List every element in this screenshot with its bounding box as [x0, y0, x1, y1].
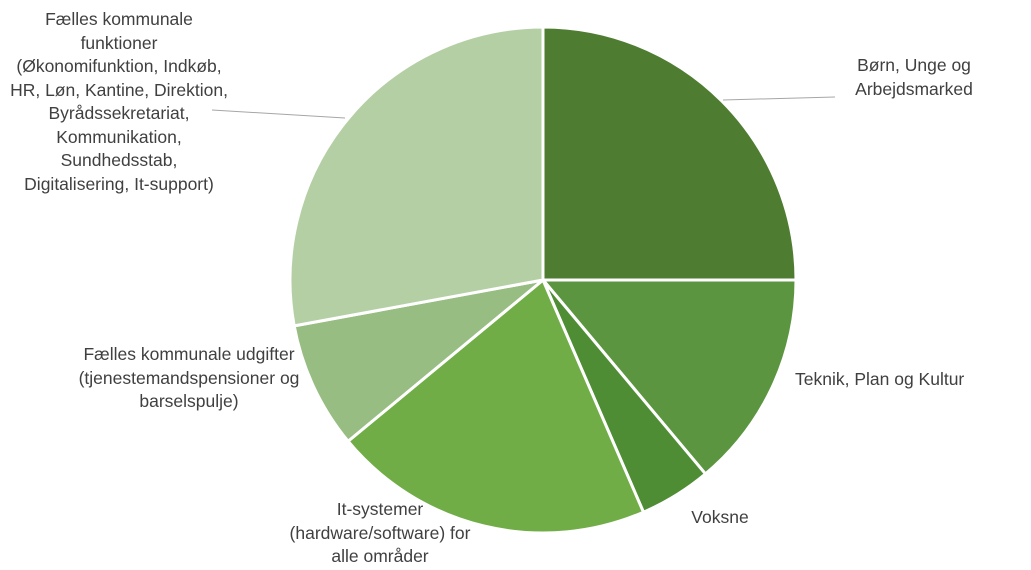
pie-slice [541, 25, 798, 282]
pie-slice [541, 278, 798, 476]
leader-line [722, 96, 836, 101]
slice-label: Børn, Unge og Arbejdsmarked [855, 55, 973, 99]
slice-label: Voksne [691, 507, 749, 527]
pie-slice [346, 278, 645, 535]
pie-slice [292, 278, 545, 443]
pie [288, 25, 798, 535]
slice-label: Fælles kommunale funktioner (Økonomifunk… [10, 9, 228, 194]
slice-label: It-systemer (hardware/software) for alle… [289, 499, 471, 566]
leader-line [211, 109, 346, 119]
slice-label: Fælles kommunale udgifter (tjenestemands… [78, 344, 300, 411]
slice-label: Teknik, Plan og Kultur [795, 369, 965, 389]
pie-slice [288, 25, 545, 328]
